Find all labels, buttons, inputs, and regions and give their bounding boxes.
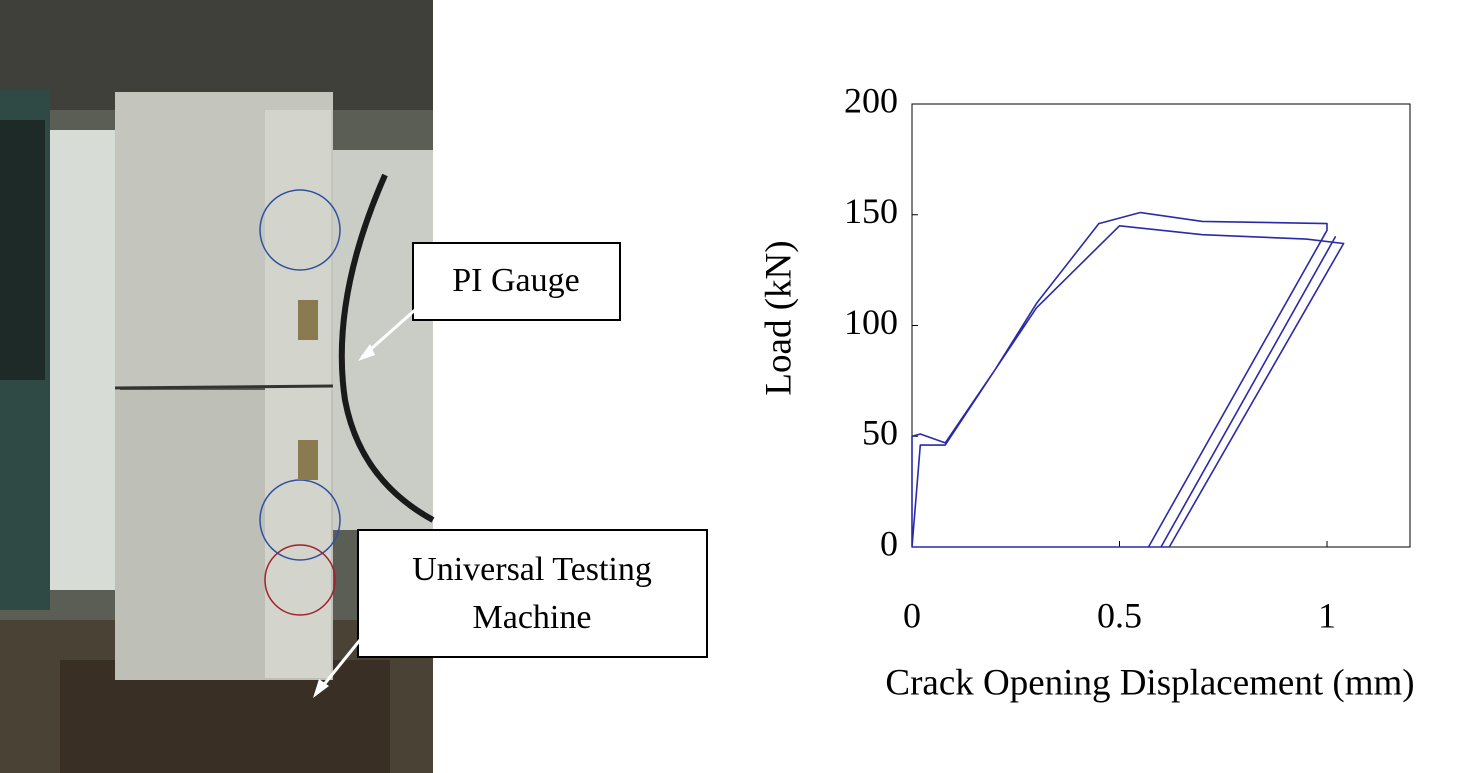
y-tick-label: 50 — [862, 413, 898, 453]
chart: Crack Opening Displacement (mm) Load (kN… — [758, 80, 1414, 703]
data-line — [911, 211, 1345, 548]
label-box — [357, 529, 708, 658]
y-tick-label: 100 — [844, 302, 898, 342]
label-box — [412, 242, 621, 321]
arrow-head — [358, 344, 375, 361]
x-tick-label: 0.5 — [1097, 595, 1142, 635]
y-tick-label: 200 — [844, 80, 898, 120]
photo-label: Universal Testing — [412, 551, 652, 588]
photo — [0, 0, 435, 773]
arrow-head — [313, 679, 329, 698]
x-tick-label: 1 — [1318, 595, 1336, 635]
x-tick-label: 0 — [903, 595, 921, 635]
x-axis-title: Crack Opening Displacement (mm) — [885, 662, 1414, 703]
callouts: PI Gauge Universal Testing Machine — [313, 242, 708, 698]
plot-frame — [911, 103, 1411, 548]
y-axis-title: Load (kN) — [758, 240, 799, 395]
photo-label: Machine — [473, 599, 592, 636]
y-tick-label: 150 — [844, 191, 898, 231]
y-tick-label: 0 — [880, 523, 898, 563]
photo-label: PI Gauge — [452, 262, 579, 299]
